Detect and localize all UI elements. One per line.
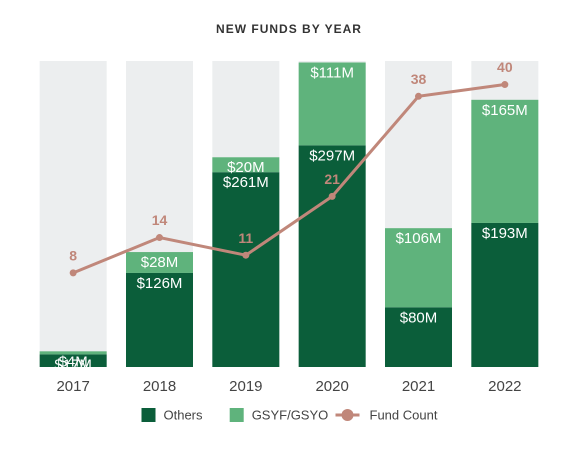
data-label: $111M — [310, 64, 354, 81]
line-point — [156, 234, 163, 242]
data-label: 21 — [324, 171, 340, 187]
data-label: $4M — [59, 353, 88, 370]
data-label: 11 — [238, 230, 253, 246]
bar-segment — [298, 145, 366, 367]
bar-segment — [385, 228, 452, 308]
data-label: $297M — [309, 147, 355, 164]
bar-background — [39, 61, 107, 367]
line-point — [415, 92, 422, 100]
x-tick-label: 2020 — [315, 378, 348, 395]
bar-segment — [126, 252, 193, 273]
x-tick-label: 2022 — [488, 378, 521, 395]
data-label: $193M — [482, 225, 528, 242]
bar-segment — [39, 351, 107, 355]
bar-segment — [39, 354, 107, 367]
line-point — [242, 251, 250, 259]
bar-segment — [385, 307, 452, 367]
data-label: 8 — [69, 248, 77, 264]
data-label: $17M — [54, 356, 92, 373]
line-point — [69, 269, 77, 277]
x-tick-label: 2019 — [229, 378, 262, 395]
bar-segment — [126, 272, 193, 367]
data-label: $126M — [137, 275, 183, 292]
data-label: $28M — [141, 254, 179, 271]
data-label: $261M — [223, 174, 269, 191]
bar-segment — [471, 99, 539, 223]
bar-segment — [212, 172, 280, 367]
data-label: $80M — [400, 309, 438, 326]
x-tick-label: 2018 — [143, 378, 176, 395]
bar-segment — [471, 222, 539, 367]
legend-swatch — [229, 408, 244, 422]
line-point — [328, 192, 336, 200]
data-label: $106M — [396, 230, 442, 247]
x-tick-label: 2017 — [56, 378, 89, 395]
x-tick-label: 2021 — [402, 378, 435, 395]
legend-label: Fund Count — [370, 407, 438, 422]
bar-segment — [212, 157, 280, 173]
legend-label: Others — [164, 407, 204, 422]
data-label: 40 — [497, 59, 513, 75]
line-point — [501, 81, 509, 89]
legend-marker — [341, 409, 354, 421]
bar-segment — [298, 62, 366, 146]
chart-title: NEW FUNDS BY YEAR — [216, 22, 362, 36]
line — [72, 83, 506, 275]
legend-swatch — [141, 408, 156, 422]
data-label: $20M — [227, 159, 265, 176]
data-label: 38 — [411, 71, 427, 87]
data-label: $165M — [482, 102, 528, 119]
legend-label: GSYF/GSYO — [252, 407, 329, 422]
data-label: 14 — [152, 212, 168, 228]
